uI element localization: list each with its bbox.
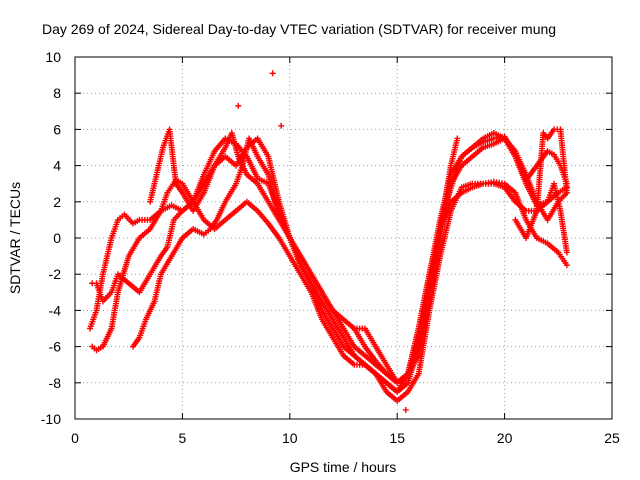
y-tick-label: -10 bbox=[41, 411, 61, 427]
x-tick-label: 20 bbox=[497, 430, 513, 446]
data-point bbox=[563, 249, 570, 256]
y-tick-label: -8 bbox=[49, 375, 62, 391]
x-tick-label: 15 bbox=[389, 430, 405, 446]
grid-lines bbox=[75, 57, 612, 419]
y-tick-label: 4 bbox=[53, 158, 61, 174]
y-tick-label: 6 bbox=[53, 121, 61, 137]
data-point bbox=[235, 102, 242, 109]
x-tick-label: 25 bbox=[604, 430, 620, 446]
axis-ticks: 0 5 10 15 20 25 -10 -8 -6 -4 -2 0 2 4 6 8 10 bbox=[41, 49, 620, 446]
data-point bbox=[563, 262, 570, 269]
y-tick-label: 0 bbox=[53, 230, 61, 246]
y-tick-label: 10 bbox=[45, 49, 61, 65]
data-points bbox=[87, 70, 570, 413]
y-tick-label: 8 bbox=[53, 85, 61, 101]
series-3 bbox=[89, 135, 570, 395]
data-point bbox=[269, 70, 276, 77]
y-tick-label: 2 bbox=[53, 194, 61, 210]
series-2 bbox=[89, 177, 570, 404]
data-point bbox=[454, 135, 461, 142]
y-tick-label: -2 bbox=[49, 266, 62, 282]
data-point bbox=[563, 189, 570, 196]
y-axis-label: SDTVAR / TECUs bbox=[7, 182, 23, 294]
series-6 bbox=[351, 133, 570, 386]
x-axis-label: GPS time / hours bbox=[290, 459, 397, 475]
data-point bbox=[402, 406, 409, 413]
data-point bbox=[278, 122, 285, 129]
x-tick-label: 5 bbox=[179, 430, 187, 446]
y-tick-label: -6 bbox=[49, 339, 62, 355]
x-tick-label: 0 bbox=[71, 430, 79, 446]
series-8 bbox=[235, 70, 409, 413]
series-7 bbox=[512, 126, 570, 241]
x-tick-label: 10 bbox=[282, 430, 298, 446]
chart-title: Day 269 of 2024, Sidereal Day-to-day VTE… bbox=[42, 21, 556, 37]
y-tick-label: -4 bbox=[49, 302, 62, 318]
